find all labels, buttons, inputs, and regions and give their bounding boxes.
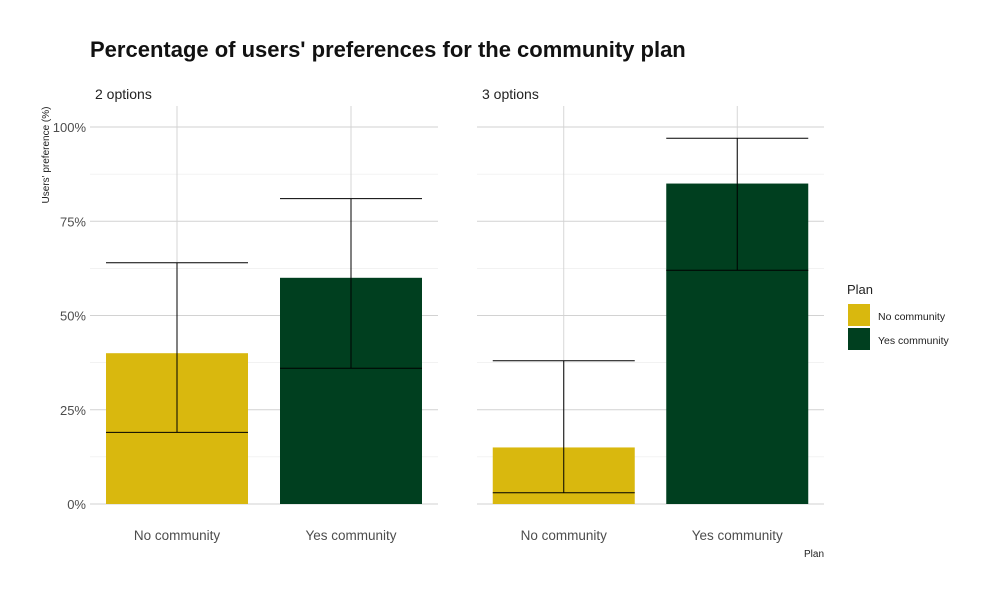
legend-swatch-no-community <box>848 304 870 326</box>
panel-title-2: 3 options <box>482 86 539 102</box>
legend-title: Plan <box>847 282 873 297</box>
x-axis-title: Plan <box>804 549 824 560</box>
y-tick-label: 0% <box>67 497 86 512</box>
legend-label-no-community: No community <box>878 311 946 323</box>
panel-2-options: No community Yes community <box>90 106 438 543</box>
x-tick-label: No community <box>134 528 221 543</box>
panel-3-options: No community Yes community <box>477 106 824 543</box>
x-tick-label: Yes community <box>692 528 783 543</box>
y-tick-label: 75% <box>60 214 86 229</box>
panel-title-1: 2 options <box>95 86 152 102</box>
x-tick-label: Yes community <box>305 528 396 543</box>
legend-swatch-yes-community <box>848 328 870 350</box>
y-axis: 0% 25% 50% 75% 100% <box>53 120 87 512</box>
legend: Plan No community Yes community <box>847 282 950 350</box>
x-tick-label: No community <box>521 528 608 543</box>
chart-title: Percentage of users' preferences for the… <box>90 37 686 62</box>
y-axis-title: Users' preference (%) <box>41 107 52 204</box>
y-tick-label: 50% <box>60 309 86 324</box>
legend-label-yes-community: Yes community <box>878 335 950 347</box>
y-tick-label: 100% <box>53 120 87 135</box>
y-tick-label: 25% <box>60 403 86 418</box>
